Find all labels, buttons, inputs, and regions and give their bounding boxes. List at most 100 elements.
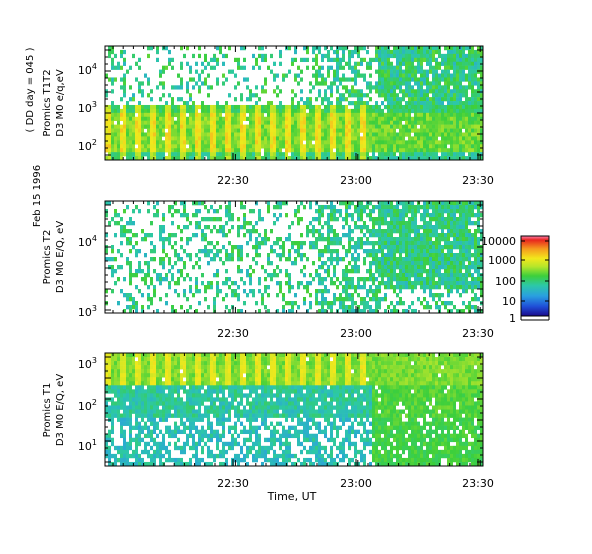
heatmap-cell bbox=[312, 57, 315, 63]
heatmap-cell bbox=[399, 209, 402, 214]
heatmap-cell bbox=[441, 249, 444, 254]
heatmap-cell bbox=[240, 225, 243, 230]
heatmap-cell bbox=[381, 297, 384, 302]
heatmap-cell bbox=[378, 261, 381, 266]
heatmap-cell bbox=[480, 89, 483, 94]
heatmap-cell bbox=[213, 65, 216, 70]
heatmap-cell bbox=[372, 233, 375, 238]
heatmap-cell bbox=[234, 293, 237, 298]
heatmap-cell bbox=[417, 229, 420, 234]
heatmap-cell bbox=[474, 57, 477, 63]
heatmap-cell bbox=[129, 152, 132, 157]
heatmap-cell bbox=[351, 156, 354, 161]
heatmap-cell bbox=[309, 205, 312, 210]
heatmap-cell bbox=[249, 265, 252, 270]
heatmap-cell bbox=[228, 217, 231, 222]
heatmap-cell bbox=[111, 112, 114, 118]
heatmap-cell bbox=[399, 265, 402, 270]
heatmap-cell bbox=[171, 213, 174, 218]
heatmap-cell bbox=[117, 373, 120, 378]
heatmap-cell bbox=[462, 89, 465, 94]
heatmap-cell bbox=[252, 209, 255, 214]
heatmap-cell bbox=[474, 201, 477, 206]
heatmap-cell bbox=[213, 144, 216, 149]
heatmap-cell bbox=[408, 101, 411, 106]
heatmap-cell bbox=[390, 97, 393, 102]
heatmap-cell bbox=[378, 205, 381, 210]
heatmap-cell bbox=[321, 53, 324, 59]
heatmap-cell bbox=[330, 93, 333, 98]
heatmap-cell bbox=[456, 53, 459, 59]
heatmap-cell bbox=[237, 140, 240, 145]
heatmap-cell bbox=[351, 229, 354, 234]
heatmap-cell bbox=[420, 144, 423, 149]
heatmap-cell bbox=[297, 120, 300, 125]
heatmap-cell bbox=[339, 57, 342, 63]
heatmap-cell bbox=[345, 289, 348, 294]
heatmap-cell bbox=[279, 89, 282, 94]
heatmap-cell bbox=[222, 229, 225, 234]
heatmap-cell bbox=[129, 140, 132, 145]
heatmap-cell bbox=[129, 353, 132, 358]
panel-1-ytick-label: 103 bbox=[78, 100, 97, 115]
heatmap-cell bbox=[423, 81, 426, 86]
heatmap-cell bbox=[117, 132, 120, 137]
heatmap-cell bbox=[330, 89, 333, 94]
heatmap-cell bbox=[453, 144, 456, 149]
heatmap-cell bbox=[183, 249, 186, 254]
heatmap-cell bbox=[120, 401, 123, 406]
heatmap-cell bbox=[348, 229, 351, 234]
heatmap-cell bbox=[180, 128, 183, 133]
heatmap-cell bbox=[336, 136, 339, 141]
heatmap-cell bbox=[405, 241, 408, 246]
heatmap-cell bbox=[477, 277, 480, 282]
heatmap-cell bbox=[411, 89, 414, 94]
heatmap-cell bbox=[249, 120, 252, 125]
heatmap-cell bbox=[351, 108, 354, 114]
heatmap-cell bbox=[327, 241, 330, 246]
heatmap-cell bbox=[144, 393, 147, 398]
heatmap-cell bbox=[240, 128, 243, 133]
heatmap-cell bbox=[201, 217, 204, 222]
heatmap-cell bbox=[153, 116, 156, 121]
heatmap-cell bbox=[330, 205, 333, 210]
heatmap-cell bbox=[408, 148, 411, 153]
heatmap-cell bbox=[300, 69, 303, 74]
heatmap-cell bbox=[390, 201, 393, 206]
heatmap-cell bbox=[318, 309, 321, 314]
heatmap-cell bbox=[117, 365, 120, 370]
heatmap-cell bbox=[159, 97, 162, 102]
heatmap-cell bbox=[219, 120, 222, 125]
heatmap-cell bbox=[234, 148, 237, 153]
heatmap-cell bbox=[117, 357, 120, 362]
heatmap-cell bbox=[219, 225, 222, 230]
heatmap-cell bbox=[282, 136, 285, 141]
heatmap-cell bbox=[276, 124, 279, 129]
heatmap-cell bbox=[183, 261, 186, 266]
heatmap-cell bbox=[432, 101, 435, 106]
heatmap-cell bbox=[429, 69, 432, 74]
heatmap-cell bbox=[300, 144, 303, 149]
heatmap-cell bbox=[147, 261, 150, 266]
heatmap-cell bbox=[135, 301, 138, 306]
heatmap-cell bbox=[459, 309, 462, 314]
heatmap-cell bbox=[207, 253, 210, 258]
heatmap-cell bbox=[258, 241, 261, 246]
heatmap-cell bbox=[354, 148, 357, 153]
heatmap-cell bbox=[423, 233, 426, 238]
heatmap-cell bbox=[267, 140, 270, 145]
heatmap-cell bbox=[396, 217, 399, 222]
heatmap-cell bbox=[303, 265, 306, 270]
heatmap-cell bbox=[267, 273, 270, 278]
heatmap-cell bbox=[168, 132, 171, 137]
heatmap-cell bbox=[321, 281, 324, 286]
heatmap-cell bbox=[381, 229, 384, 234]
heatmap-cell bbox=[405, 261, 408, 266]
heatmap-cell bbox=[384, 209, 387, 214]
heatmap-cell bbox=[420, 261, 423, 266]
heatmap-cell bbox=[378, 301, 381, 306]
heatmap-cell bbox=[447, 85, 450, 90]
heatmap-cell bbox=[210, 249, 213, 254]
heatmap-cell bbox=[108, 140, 111, 145]
heatmap-cell bbox=[198, 124, 201, 129]
